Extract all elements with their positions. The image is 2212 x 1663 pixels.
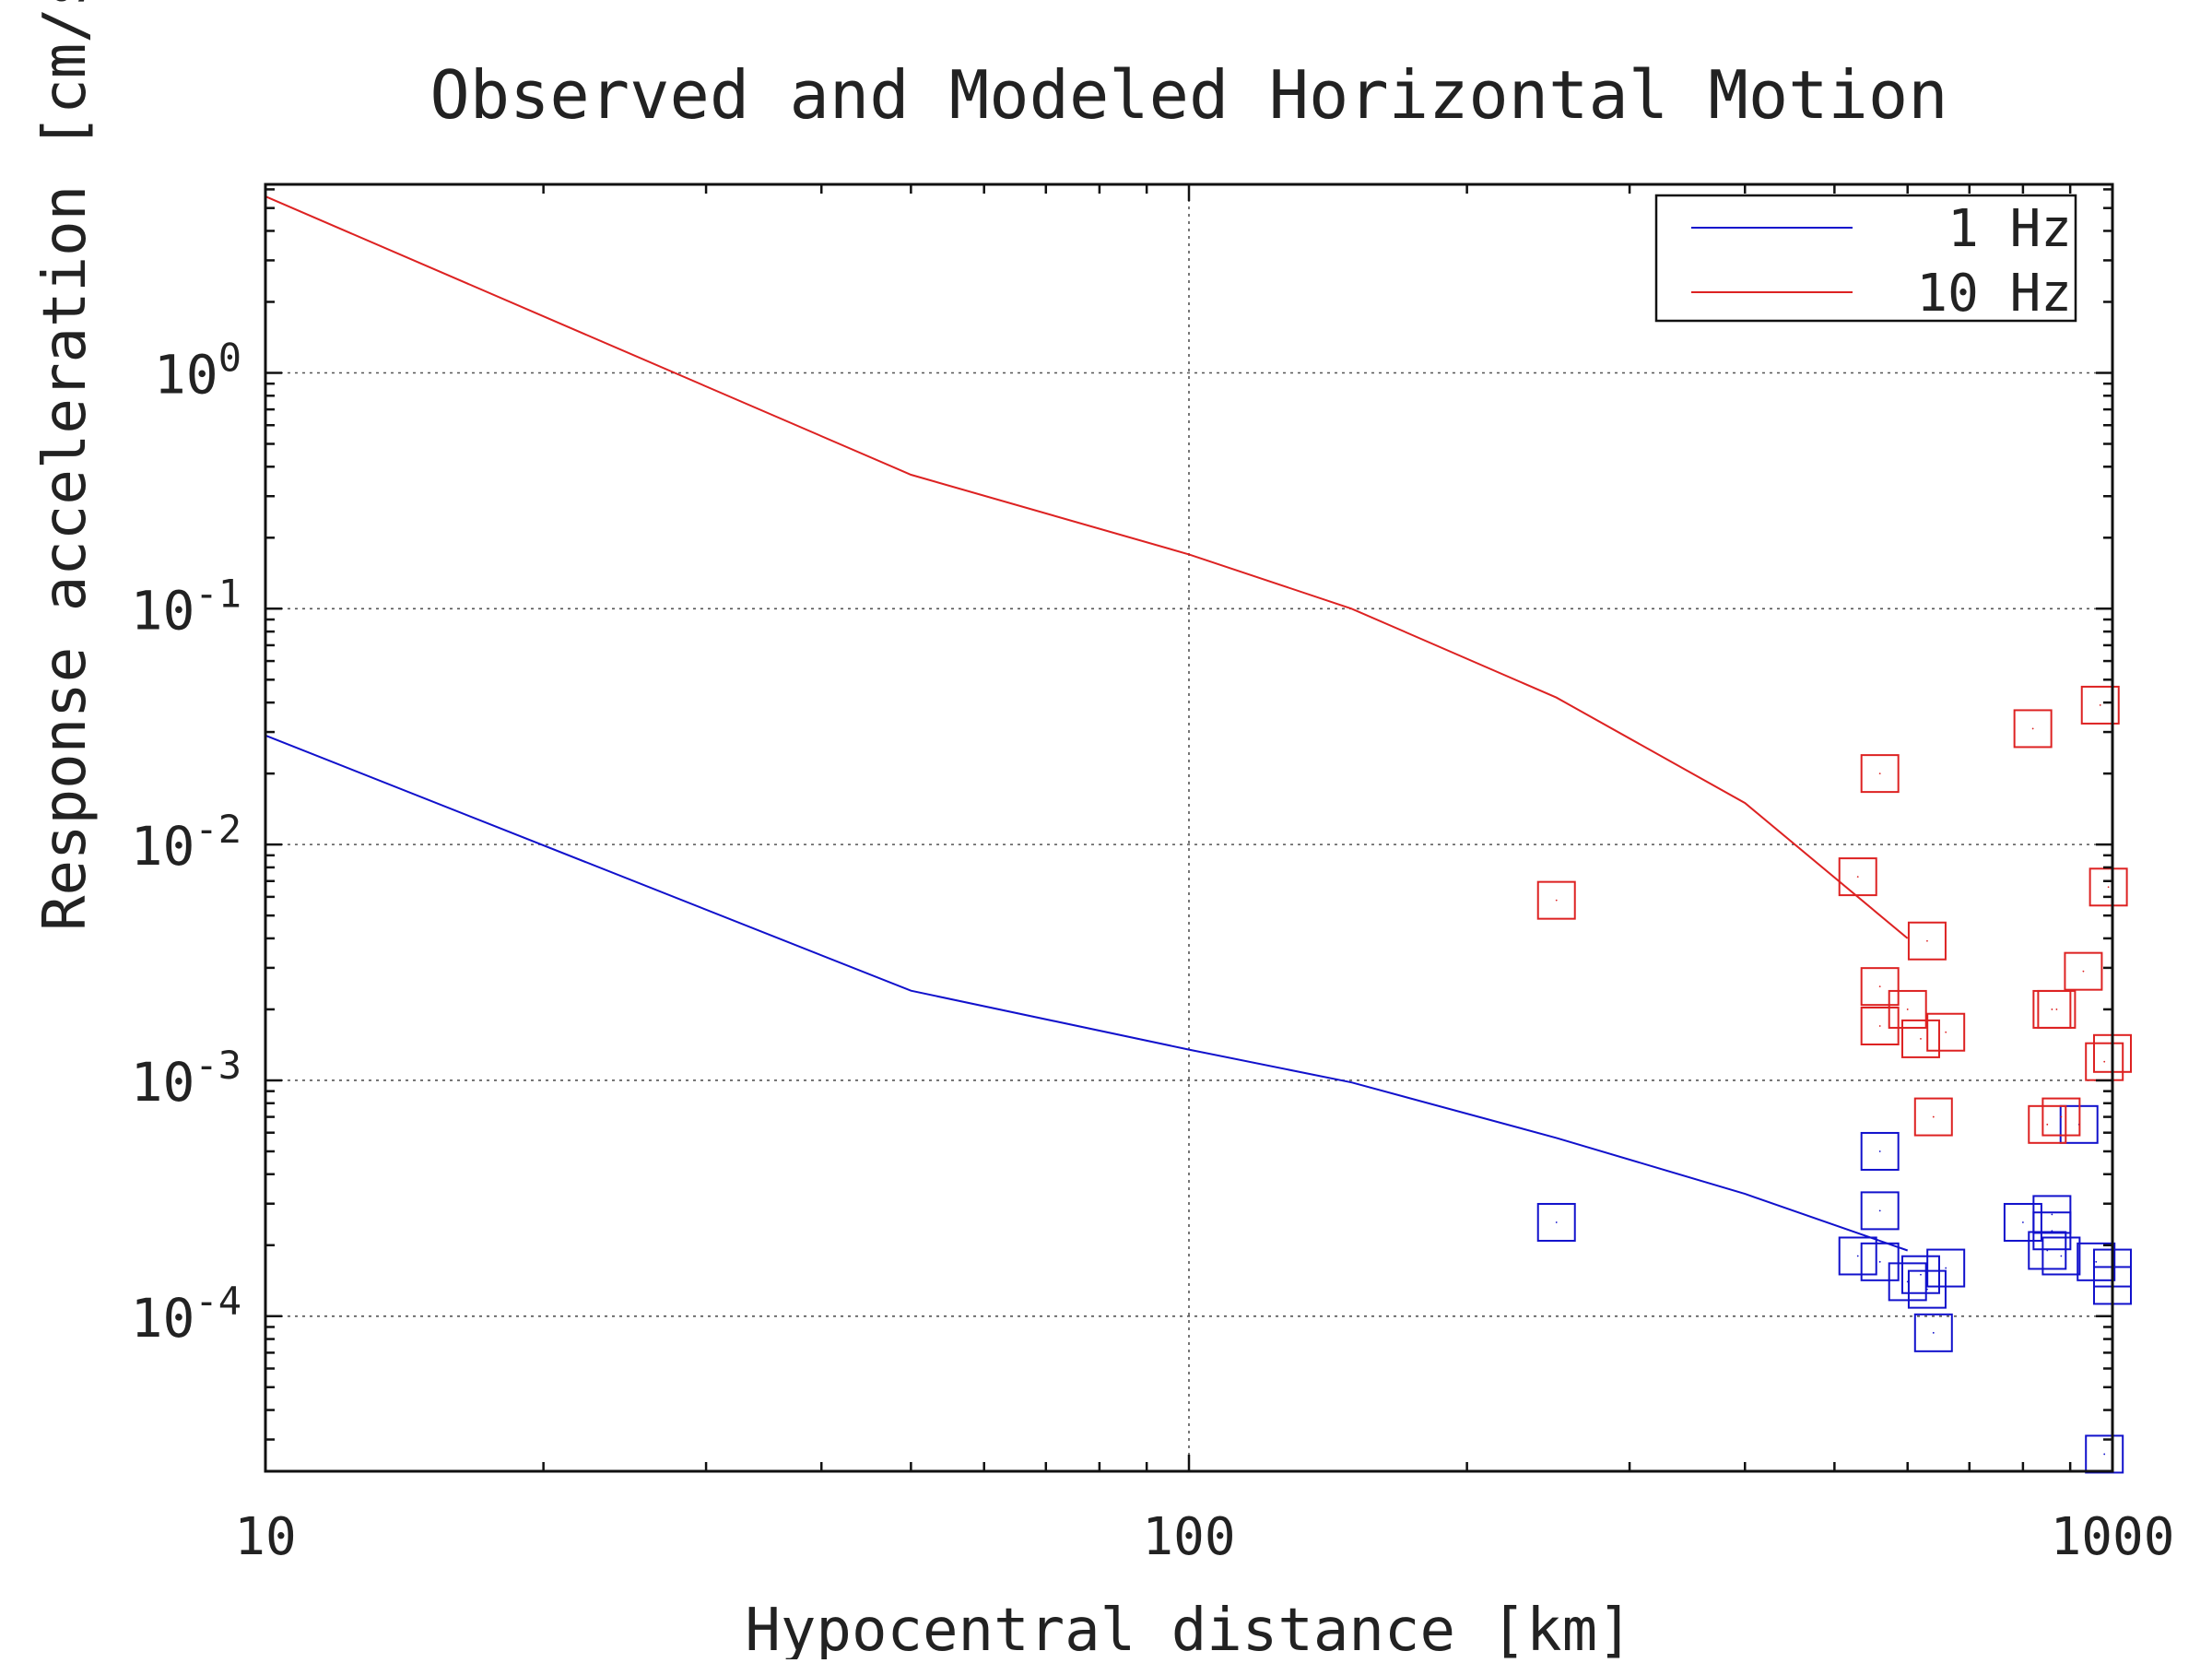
data-point [1913,1313,1953,1352]
data-point-center [2099,704,2101,706]
data-point [2077,1242,2116,1281]
data-point-center [2060,1115,2063,1118]
chart-title: Observed and Modeled Horizontal Motion [429,56,1947,134]
data-point [2041,1236,2081,1276]
grid-lines [265,184,2112,1471]
data-point-center [1920,1273,1922,1276]
y-tick-label-exponent: -1 [194,571,241,616]
data-point [1907,921,1947,961]
data-point-center [2046,1123,2049,1126]
data-point [2003,1202,2042,1242]
y-tick-label-base: 10 [154,343,218,406]
x-tick-label: 1000 [2051,1507,2175,1567]
x-axis-label: Hypocentral distance [km] [745,1597,1632,1659]
data-point-center [2103,1453,2106,1456]
y-axis-label: Response acceleration [cm/s2] [24,0,100,931]
data-point [2088,867,2128,907]
legend-box [1654,194,2077,323]
data-point-center [2107,886,2110,889]
data-point [1838,1236,1877,1276]
data-point-center [1932,1115,1935,1118]
legend-label-1: 10 Hz [1916,264,2072,324]
data-point [1926,1248,1966,1288]
data-point-center [1878,773,1881,775]
y-tick-label: 10-4 [131,1279,241,1350]
data-point-center [1945,1031,1947,1033]
data-point-center [1856,876,1859,878]
data-point [2080,685,2120,725]
y-tick-label-exponent: -3 [194,1043,241,1088]
data-point [1900,1019,1940,1058]
y-tick-label: 10-1 [131,571,241,642]
data-point-center [1945,1267,1947,1269]
axis-ticks [264,184,2114,1471]
legend-label-0: 1 Hz [1947,199,2072,259]
data-point-center [1920,1038,1922,1040]
series-line-0 [265,734,1909,1252]
y-tick-label-base: 10 [131,1287,195,1350]
data-point-center [1932,1331,1935,1334]
data-point-center [2103,1060,2106,1063]
model-lines [265,195,1909,1252]
y-tick-label: 10-2 [131,807,241,878]
data-point-center [1878,1150,1881,1152]
data-point [1536,1202,1576,1242]
data-point-center [2095,1260,2098,1263]
data-point [2013,709,2053,749]
y-axis-label-main: Response acceleration [cm/s [31,0,100,931]
data-point-center [2051,1213,2053,1216]
y-tick-label-exponent: 0 [218,335,241,380]
y-tick-label-base: 10 [131,579,195,642]
x-tick-label: 10 [234,1507,296,1567]
data-point [1900,1255,1940,1294]
data-point-center [1856,1255,1859,1257]
data-point-center [1926,1288,1928,1291]
data-point [1860,1191,1900,1231]
data-point [2032,1195,2072,1234]
data-point-center [2021,1221,2024,1223]
y-tick-label-exponent: -4 [194,1279,241,1324]
data-point [1913,1097,1953,1137]
series-line-1 [265,195,1909,939]
data-point-center [1555,899,1558,902]
y-tick-label-base: 10 [131,1051,195,1114]
data-point [2064,951,2103,991]
y-tick-label: 100 [154,335,241,406]
data-point-center [1906,1008,1909,1010]
data-point [1860,754,1900,794]
data-point [1860,1242,1900,1281]
data-point-center [1878,1025,1881,1027]
observed-points [1536,685,2132,1474]
data-point [1536,880,1576,920]
data-point [1838,857,1877,897]
data-point [2028,1104,2067,1144]
data-point-center [2051,1230,2053,1233]
y-tick-label-exponent: -2 [194,807,241,852]
data-point-center [1878,1209,1881,1212]
y-tick-label-base: 10 [131,815,195,878]
data-point [1888,1262,1927,1302]
data-point-center [2051,1008,2053,1010]
x-tick-label: 100 [1142,1507,1235,1567]
data-point-center [2055,1008,2058,1010]
data-point-center [2082,970,2085,973]
data-point [1860,1131,1900,1171]
data-point [2041,1097,2081,1137]
data-point [1860,1007,1900,1046]
data-point [1926,1012,1966,1052]
y-tick-label: 10-3 [131,1043,241,1114]
data-point [2037,989,2077,1029]
data-point-center [1926,939,1928,942]
data-point-center [2060,1255,2063,1257]
data-point-center [1555,1221,1558,1223]
data-point-center [1878,985,1881,988]
data-point [1860,967,1900,1007]
data-point-center [2031,727,2034,730]
data-point-center [1878,1260,1881,1263]
data-point [1888,989,1927,1029]
